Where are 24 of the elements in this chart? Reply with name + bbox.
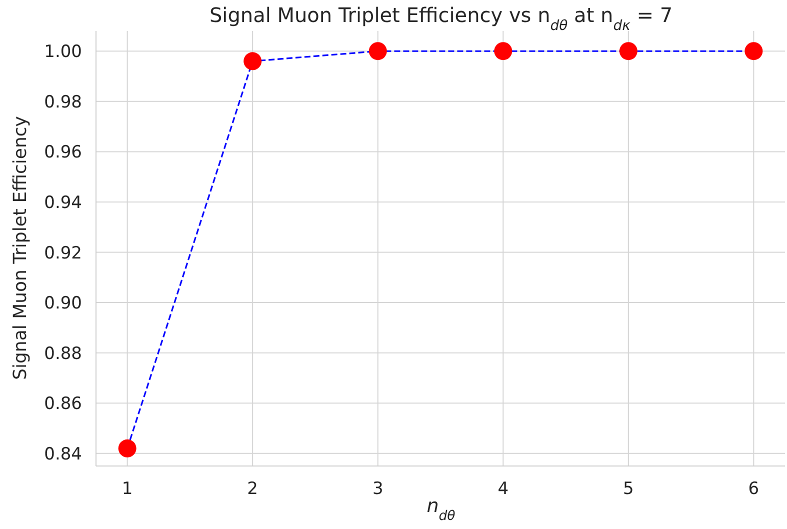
x-tick-label: 4	[498, 479, 509, 500]
y-tick-label: 0.92	[44, 243, 82, 264]
y-axis-title: Signal Muon Triplet Efficiency	[10, 116, 31, 380]
x-tick-label: 3	[372, 479, 384, 500]
x-tick-label: 6	[748, 479, 760, 500]
y-tick-label: 0.90	[44, 294, 82, 314]
chart-title: Signal Muon Triplet Efficiency vs n$_{dθ}$ at n$_{dκ}$ = 7	[209, 3, 673, 34]
x-axis-title: n$_{dθ}$	[426, 495, 456, 524]
point	[244, 52, 262, 70]
x-tick-label: 2	[247, 479, 258, 500]
y-tick-label: 0.86	[44, 394, 82, 414]
y-tick-label: 1.00	[44, 42, 82, 62]
point	[368, 42, 387, 60]
y-tick-label: 0.98	[44, 92, 82, 112]
point	[619, 42, 638, 60]
y-tick-label: 0.96	[44, 142, 82, 163]
x-tick-label: 5	[622, 479, 634, 500]
point	[744, 42, 763, 60]
y-tick-label: 0.94	[44, 193, 82, 214]
x-tick-label: 1	[122, 479, 133, 500]
point	[118, 439, 136, 458]
y-tick-label: 0.84	[44, 444, 82, 464]
y-tick-label: 0.88	[44, 344, 82, 364]
point	[494, 42, 512, 60]
